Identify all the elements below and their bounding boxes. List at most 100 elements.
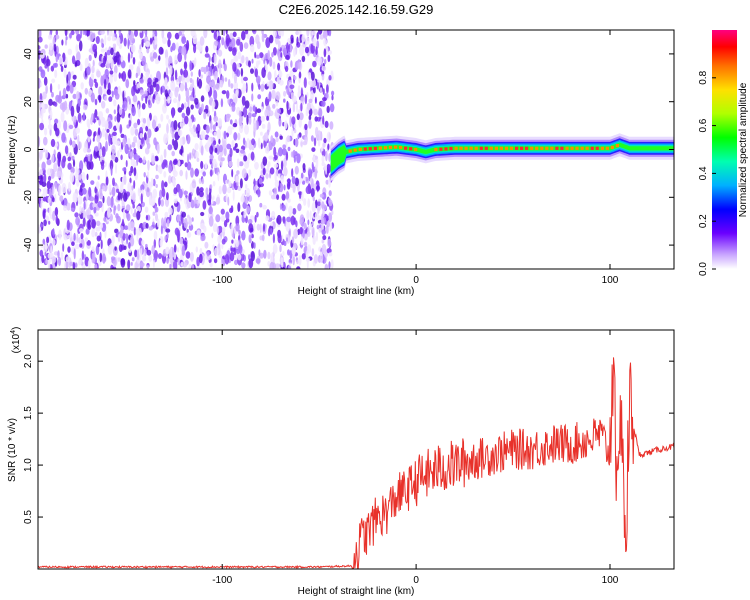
- noise-blob: [87, 153, 91, 162]
- noise-blob: [67, 48, 73, 56]
- noise-blob: [200, 74, 204, 79]
- noise-blob: [281, 262, 284, 268]
- noise-blob: [135, 72, 138, 78]
- noise-blob: [87, 259, 91, 269]
- noise-blob: [255, 34, 260, 45]
- noise-blob: [198, 253, 203, 264]
- noise-blob: [272, 30, 277, 38]
- noise-blob: [109, 159, 114, 171]
- noise-blob: [140, 184, 145, 191]
- noise-blob: [194, 196, 197, 206]
- noise-blob: [86, 173, 89, 180]
- noise-blob: [57, 250, 60, 259]
- noise-blob: [130, 165, 134, 174]
- noise-blob: [98, 149, 103, 157]
- noise-blob: [90, 180, 95, 186]
- noise-blob: [315, 185, 321, 192]
- noise-blob: [70, 166, 75, 174]
- noise-blob: [288, 205, 293, 216]
- noise-blob: [117, 233, 121, 243]
- noise-blob: [296, 259, 299, 265]
- noise-blob: [93, 112, 96, 124]
- noise-blob: [259, 202, 263, 208]
- noise-blob: [306, 210, 310, 220]
- noise-blob: [42, 91, 47, 100]
- noise-blob: [290, 215, 296, 226]
- noise-blob: [244, 161, 250, 169]
- noise-blob: [144, 147, 150, 155]
- noise-blob: [163, 171, 167, 178]
- noise-blob: [191, 179, 197, 189]
- noise-blob: [229, 251, 235, 262]
- noise-blob: [153, 250, 158, 261]
- noise-blob: [62, 52, 66, 63]
- noise-blob: [280, 160, 284, 171]
- noise-blob: [113, 99, 117, 107]
- noise-blob: [164, 89, 169, 98]
- noise-blob: [40, 69, 46, 79]
- noise-blob: [329, 103, 335, 113]
- noise-blob: [194, 57, 197, 66]
- noise-blob: [301, 55, 306, 63]
- noise-blob: [54, 193, 57, 203]
- noise-blob: [200, 160, 204, 170]
- noise-blob: [247, 112, 252, 119]
- noise-blob: [96, 70, 101, 78]
- noise-blob: [177, 247, 180, 253]
- noise-blob: [167, 218, 170, 227]
- noise-blob: [285, 54, 290, 60]
- colorbar-tick-label: 0.6: [698, 118, 709, 132]
- noise-blob: [152, 52, 158, 59]
- noise-blob: [190, 199, 195, 209]
- noise-blob: [251, 58, 254, 64]
- noise-blob: [291, 116, 296, 125]
- noise-blob: [131, 185, 134, 191]
- noise-blob: [240, 195, 245, 203]
- noise-blob: [220, 215, 225, 222]
- noise-blob: [213, 161, 218, 169]
- noise-blob: [52, 210, 56, 221]
- noise-blob: [322, 97, 327, 102]
- noise-blob: [110, 197, 114, 208]
- noise-blob: [104, 132, 108, 141]
- noise-blob: [321, 192, 327, 200]
- noise-blob: [122, 90, 125, 102]
- noise-blob: [254, 214, 257, 223]
- noise-blob: [58, 153, 62, 163]
- noise-blob: [259, 223, 262, 234]
- noise-blob: [268, 140, 273, 151]
- noise-blob: [99, 252, 103, 263]
- noise-blob: [248, 116, 252, 125]
- noise-blob: [311, 161, 314, 169]
- noise-blob: [62, 87, 67, 98]
- noise-blob: [91, 229, 96, 238]
- noise-blob: [328, 261, 331, 269]
- noise-blob: [297, 58, 301, 70]
- noise-blob: [287, 182, 291, 190]
- noise-blob: [323, 38, 327, 46]
- noise-blob: [145, 214, 148, 221]
- noise-blob: [294, 165, 299, 175]
- noise-blob: [307, 183, 311, 192]
- noise-blob: [299, 214, 305, 224]
- noise-blob: [171, 42, 176, 51]
- noise-blob: [81, 250, 85, 261]
- y-tick-label: 1.0: [23, 458, 34, 472]
- noise-blob: [101, 146, 106, 158]
- noise-blob: [236, 69, 241, 77]
- noise-blob: [217, 243, 221, 249]
- noise-blob: [229, 32, 234, 40]
- noise-blob: [294, 177, 299, 187]
- noise-blob: [221, 90, 227, 95]
- noise-blob: [148, 226, 154, 231]
- noise-blob: [238, 116, 243, 127]
- noise-blob: [95, 145, 99, 152]
- noise-blob: [47, 196, 52, 204]
- noise-blob: [146, 264, 150, 269]
- noise-blob: [162, 37, 167, 44]
- noise-blob: [86, 214, 91, 220]
- noise-blob: [283, 241, 287, 246]
- noise-blob: [218, 185, 222, 195]
- noise-blob: [115, 163, 117, 174]
- noise-blob: [129, 221, 135, 232]
